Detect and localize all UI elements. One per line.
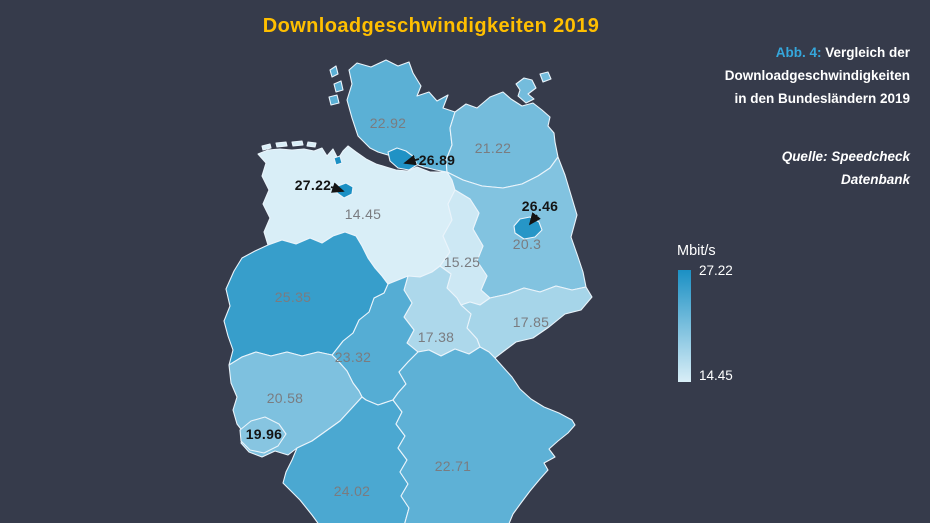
island-ruegen bbox=[515, 77, 537, 104]
value-label-saarland: 19.96 bbox=[246, 426, 283, 442]
page-title: Downloadgeschwindigkeiten 2019 bbox=[262, 15, 600, 37]
callout-arrow-hamburg bbox=[403, 154, 420, 166]
state-bayern[interactable] bbox=[392, 346, 576, 523]
callout-arrow-berlin bbox=[528, 212, 541, 226]
value-label-hamburg: 26.89 bbox=[419, 152, 456, 168]
value-label-sachsen: 17.85 bbox=[513, 314, 550, 330]
legend-max-value: 27.22 bbox=[699, 263, 733, 278]
value-label-schleswig-holstein: 22.92 bbox=[370, 115, 407, 131]
value-label-sachsen-anhalt: 15.25 bbox=[444, 254, 481, 270]
callout-arrow-bremen bbox=[330, 182, 345, 193]
island-ostfriesland-3 bbox=[291, 140, 304, 147]
value-label-berlin: 26.46 bbox=[522, 198, 559, 214]
state-saarland[interactable] bbox=[239, 416, 287, 454]
state-nordrhein-westfalen[interactable] bbox=[223, 231, 389, 366]
value-label-rheinland-pfalz: 20.58 bbox=[267, 390, 304, 406]
value-label-nordrhein-westfalen: 25.35 bbox=[275, 289, 312, 305]
island-ostfriesland-2 bbox=[275, 141, 288, 148]
island-nordfriesland-3 bbox=[328, 94, 340, 106]
island-nordfriesland-1 bbox=[329, 65, 339, 78]
value-label-mecklenburg-vorpommern: 21.22 bbox=[475, 140, 512, 156]
value-label-hessen: 23.32 bbox=[335, 349, 372, 365]
source-note: Quelle: Speedcheck Datenbank bbox=[781, 149, 910, 187]
figure-label: Abb. 4: bbox=[775, 45, 822, 60]
island-nordfriesland-2 bbox=[333, 80, 344, 93]
value-label-brandenburg: 20.3 bbox=[513, 236, 541, 252]
value-label-baden-wuerttemberg: 24.02 bbox=[334, 483, 371, 499]
island-hiddensee bbox=[539, 71, 552, 83]
legend-min-value: 14.45 bbox=[699, 368, 733, 383]
legend-color-scale bbox=[678, 270, 691, 382]
island-ostfriesland-1 bbox=[261, 143, 272, 151]
legend-unit-label: Mbit/s bbox=[677, 243, 716, 259]
value-label-bayern: 22.71 bbox=[435, 458, 472, 474]
state-bremerhaven[interactable] bbox=[333, 155, 343, 166]
figure-caption: Abb. 4: Vergleich der Downloadgeschwindi… bbox=[713, 42, 910, 111]
value-label-niedersachsen: 14.45 bbox=[345, 206, 382, 222]
figure-caption-text: Vergleich der Downloadgeschwindigkeiten … bbox=[724, 45, 910, 106]
island-ostfriesland-4 bbox=[306, 141, 317, 148]
value-label-thueringen: 17.38 bbox=[418, 329, 455, 345]
state-schleswig-holstein[interactable] bbox=[346, 59, 456, 173]
value-label-bremen: 27.22 bbox=[295, 177, 332, 193]
